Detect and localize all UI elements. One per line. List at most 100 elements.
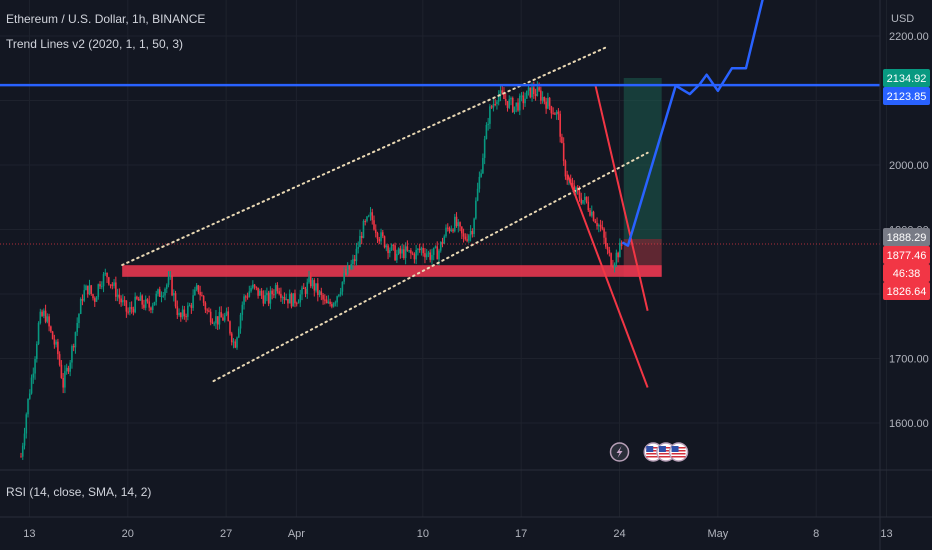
candle-body (236, 337, 238, 348)
candle-body (497, 95, 500, 102)
candle-body (501, 90, 504, 94)
time-axis[interactable]: 13 20 27 Apr 10 17 24 May 8 13 (23, 528, 892, 540)
candle-body (329, 301, 331, 305)
support-zone[interactable] (122, 265, 662, 277)
candle-body (406, 246, 409, 251)
candle-body (364, 221, 367, 223)
candle-body (155, 293, 158, 302)
candle-body (510, 97, 512, 100)
candle-body (204, 302, 207, 310)
candle-body (327, 301, 330, 304)
candle-body (309, 276, 312, 287)
candle-body (130, 307, 133, 310)
price-badge: 2123.85 (883, 86, 930, 105)
candle-body (183, 309, 186, 317)
falling-channel-upper[interactable] (594, 86, 649, 311)
candle-body (115, 282, 117, 297)
x-tick-label: 13 (23, 528, 35, 540)
candle-body (288, 293, 291, 304)
candle-body (394, 245, 396, 261)
flag-canton (658, 446, 666, 452)
candle-body (209, 311, 212, 323)
candle-body (197, 285, 200, 293)
candle-body (612, 265, 614, 268)
candle-body (215, 316, 217, 324)
candle-body (229, 321, 231, 334)
candle-body (245, 296, 247, 298)
candle-body (227, 311, 230, 322)
rsi-legend[interactable]: RSI (14, close, SMA, 14, 2) (6, 485, 152, 499)
flag-stripe (671, 453, 686, 455)
price-badge-label: 46:38 (893, 268, 921, 280)
candle-body (511, 97, 514, 112)
candle-body (362, 221, 365, 238)
candle-body (292, 293, 295, 307)
candle-body (257, 287, 259, 296)
candle-body (499, 90, 502, 96)
candle-body (369, 212, 372, 216)
trend-lines (0, 0, 880, 388)
candle-body (318, 291, 321, 296)
candle-body (592, 211, 595, 221)
candle-body (37, 323, 40, 344)
candle-body (71, 346, 73, 363)
candle-body (111, 284, 114, 286)
candle-body (573, 185, 576, 194)
candle-body (267, 292, 270, 304)
candle-body (341, 281, 344, 292)
candle-body (181, 309, 184, 318)
candle-body (188, 305, 191, 307)
candle-body (58, 354, 61, 365)
lower-channel-line[interactable] (212, 151, 649, 383)
candle-body (139, 295, 142, 301)
candle-body (239, 314, 242, 329)
candle-body (202, 296, 205, 303)
candle-body (476, 188, 479, 201)
y-tick-label: 2000.00 (889, 160, 929, 172)
candle-body (32, 373, 35, 378)
candle-body (150, 307, 152, 311)
candle-body (278, 291, 280, 294)
candle-body (44, 310, 47, 322)
candle-body (48, 316, 50, 327)
falling-channel-lower[interactable] (566, 174, 649, 388)
candle-body (122, 300, 124, 303)
candle-body (148, 301, 151, 308)
candle-body (311, 280, 314, 287)
candle-body (199, 292, 201, 296)
candle-body (485, 124, 488, 140)
price-badge-bg (883, 68, 930, 87)
price-badge: 1877.46 (883, 246, 930, 265)
candle-body (134, 296, 136, 313)
candle-body (473, 218, 475, 235)
upper-channel-line[interactable] (121, 45, 608, 266)
symbol-title[interactable]: Ethereum / U.S. Dollar, 1h, BINANCE (6, 12, 206, 26)
price-badge: 46:38 (883, 264, 930, 283)
projection-path[interactable] (621, 0, 788, 247)
candle-body (390, 244, 393, 251)
candle-body (187, 305, 189, 317)
price-badge-label: 1826.64 (887, 286, 927, 298)
lightning-icon[interactable] (609, 442, 630, 462)
candle-body (469, 230, 472, 236)
candle-body (461, 226, 463, 234)
y-tick-label: 1600.00 (889, 418, 929, 430)
candle-body (260, 290, 263, 296)
candle-body (373, 220, 375, 230)
candle-body (264, 295, 266, 304)
us-flag-icon[interactable] (668, 442, 689, 462)
indicator-legend[interactable]: Trend Lines v2 (2020, 1, 1, 50, 3) (6, 37, 183, 51)
candle-body (425, 254, 428, 258)
candle-body (466, 239, 468, 241)
candle-body (610, 253, 612, 266)
event-markers[interactable] (609, 442, 689, 462)
candle-body (415, 249, 417, 260)
candle-body (46, 316, 49, 322)
candle-body (213, 323, 215, 325)
candle-body (457, 222, 460, 227)
candle-body (534, 94, 537, 96)
candle-body (443, 236, 446, 244)
candle-body (53, 339, 56, 345)
candle-body (223, 315, 226, 321)
